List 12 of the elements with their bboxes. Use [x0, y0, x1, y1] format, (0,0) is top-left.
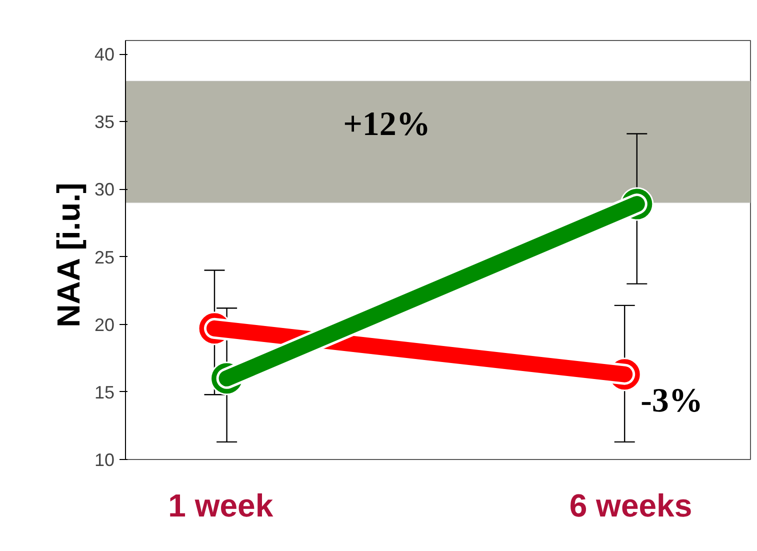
y-tick-label: 15 — [94, 382, 115, 402]
x-tick-label: 1 week — [168, 488, 274, 524]
x-tick-label: 6 weeks — [569, 488, 692, 524]
y-tick-label: 10 — [94, 450, 115, 470]
annotation: -3% — [640, 382, 703, 420]
annotation: +12% — [343, 106, 430, 143]
y-tick-label: 25 — [94, 247, 115, 268]
y-tick-label: 40 — [94, 44, 115, 65]
y-axis-title: NAA [i.u.] — [50, 182, 86, 328]
y-tick-label: 30 — [94, 180, 115, 200]
y-tick-label: 35 — [94, 112, 115, 132]
y-tick-label: 20 — [94, 314, 115, 335]
